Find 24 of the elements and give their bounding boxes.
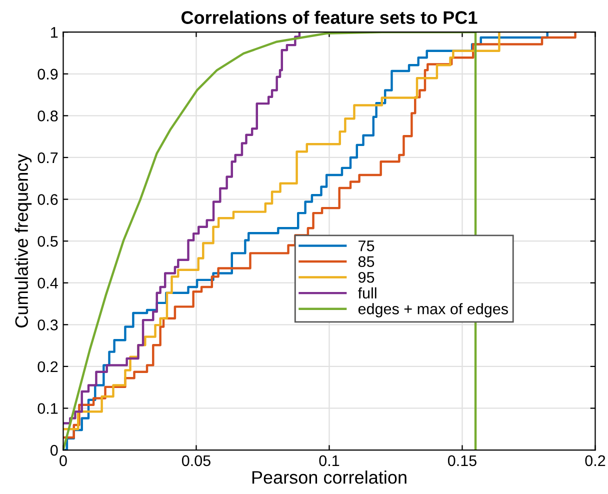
y-tick-label: 0.1 (38, 403, 58, 414)
y-tick-label: 0 (50, 444, 58, 456)
y-tick-label: 0.3 (38, 320, 58, 330)
y-tick-label: 0.6 (38, 194, 58, 205)
chart-title: Correlations of feature sets to PC1 (181, 10, 478, 24)
x-tick-label: 0 (60, 455, 67, 466)
y-tick-label: 0.9 (38, 68, 58, 80)
legend-label: full (358, 287, 376, 299)
x-tick-label: 0.05 (182, 455, 210, 466)
x-tick-label: 0.15 (448, 455, 476, 466)
y-tick-label: 0.7 (38, 152, 58, 164)
y-tick-label: 1 (51, 27, 58, 38)
legend-label: edges + max of edges (358, 303, 508, 318)
x-tick-label: 0.2 (585, 455, 606, 466)
y-tick-label: 0.5 (38, 236, 58, 247)
x-tick-label: 0.1 (319, 455, 340, 466)
y-tick-label: 0.2 (38, 361, 58, 372)
legend-label: 75 (358, 240, 374, 252)
x-axis-title: Pearson correlation (252, 470, 406, 484)
y-tick-label: 0.8 (38, 110, 58, 122)
legend-label: 85 (358, 256, 374, 268)
y-tick-label: 0.4 (38, 278, 58, 289)
y-axis-title: Cumulative frequency (14, 154, 32, 328)
legend-label: 95 (358, 272, 374, 283)
